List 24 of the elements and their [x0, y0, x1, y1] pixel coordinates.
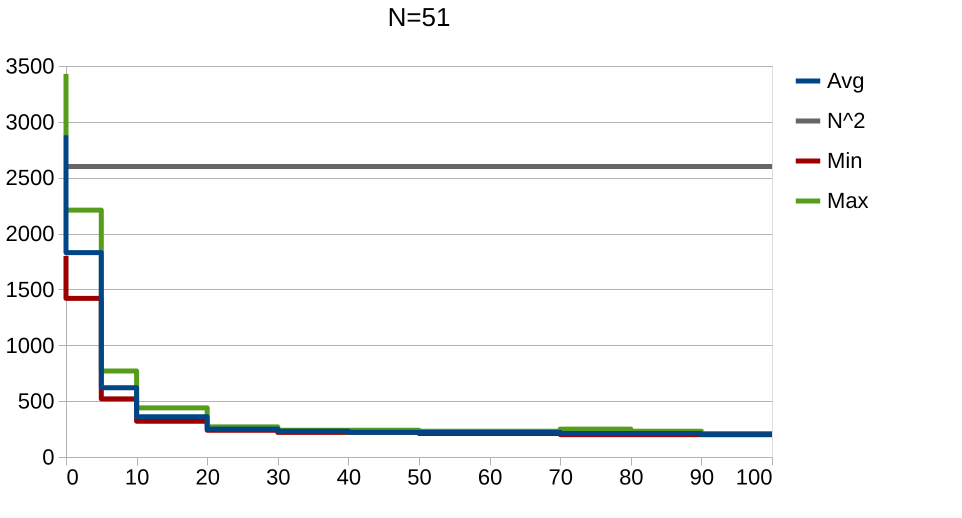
- y-tick-label: 3000: [6, 109, 54, 134]
- x-tick-label: 40: [336, 464, 362, 490]
- x-tick-label: 0: [66, 464, 79, 490]
- x-tick-label: 20: [195, 464, 220, 490]
- y-tick-label: 2500: [6, 165, 54, 190]
- y-tick-label: 1500: [6, 276, 54, 302]
- x-tick-label: 10: [124, 464, 150, 490]
- x-tick-label: 80: [619, 464, 644, 490]
- legend-label: N^2: [827, 108, 866, 133]
- x-tick-label: 90: [690, 464, 714, 490]
- legend-label: Max: [827, 188, 869, 213]
- x-tick-label: 30: [266, 464, 291, 490]
- legend-label: Avg: [827, 68, 865, 93]
- y-tick-label: 1000: [6, 332, 54, 358]
- y-tick-label: 500: [18, 388, 54, 414]
- y-tick-label: 3500: [6, 54, 54, 78]
- legend-label: Min: [827, 148, 862, 173]
- x-tick-label: 100: [736, 464, 772, 490]
- y-tick-label: 2000: [6, 221, 54, 246]
- y-tick-label: 0: [42, 444, 54, 470]
- x-tick-label: 60: [478, 464, 502, 490]
- x-tick-label: 70: [548, 464, 573, 490]
- chart-title: N=51: [388, 2, 450, 32]
- x-tick-label: 50: [407, 464, 432, 490]
